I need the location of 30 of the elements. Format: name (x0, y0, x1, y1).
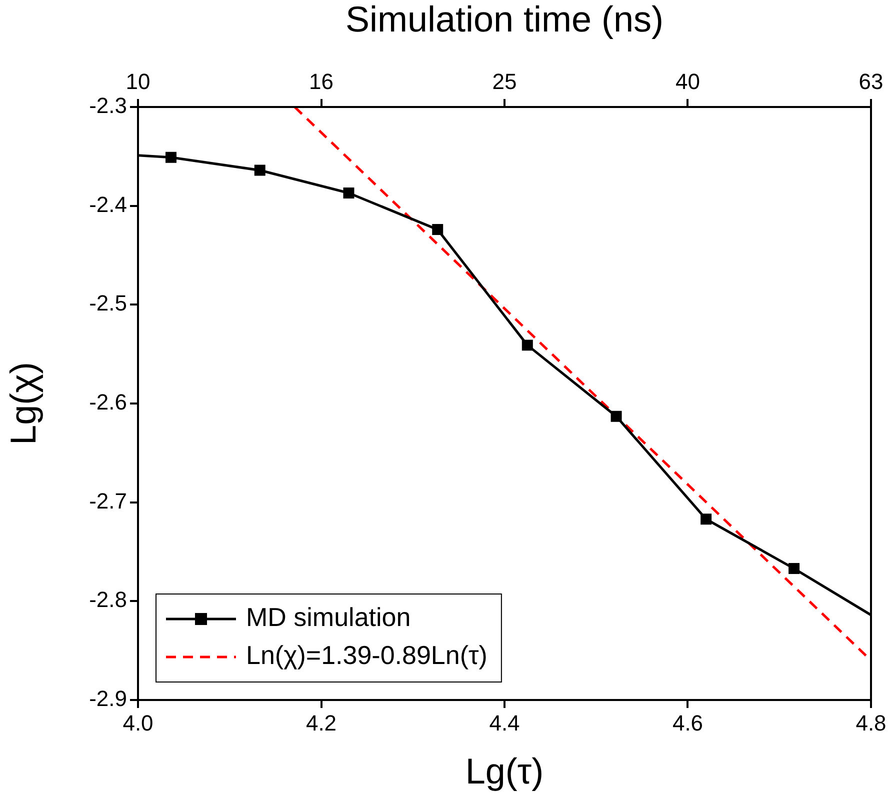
point (165, 152, 176, 163)
x-tick-label: 4.4 (489, 710, 520, 736)
y-tick-label: -2.9 (89, 686, 127, 712)
x2-tick-label: 10 (126, 68, 150, 94)
x2-axis-title: Simulation time (ns) (345, 0, 664, 40)
x2-tick-label: 16 (309, 68, 334, 94)
point (343, 187, 354, 198)
x-axis-title: Lg(τ) (465, 750, 544, 792)
x2-tick-label: 25 (492, 68, 517, 94)
y-tick-label: -2.6 (89, 390, 127, 415)
x-tick-label: 4.2 (306, 710, 337, 736)
y-tick-label: -2.3 (89, 93, 127, 118)
legend-label: MD simulation (246, 602, 411, 632)
x-tick-label: 4.8 (856, 710, 886, 736)
point (788, 563, 800, 574)
y-tick-label: -2.7 (89, 488, 127, 514)
y-axis-title: Lg(χ) (2, 362, 44, 445)
point (700, 514, 712, 525)
x-tick-label: 4.6 (672, 710, 704, 736)
point (254, 164, 266, 176)
point (522, 340, 533, 351)
x2-tick-label: 40 (675, 68, 700, 94)
x-tick-label: 4.0 (122, 710, 154, 736)
point (610, 410, 622, 422)
y-tick-label: -2.5 (89, 290, 127, 316)
legend-label: Ln(χ)=1.39-0.89Ln(τ) (246, 640, 488, 670)
x2-tick-label: 63 (858, 68, 884, 94)
point (432, 224, 444, 236)
y-tick-label: -2.8 (89, 587, 127, 612)
y-tick-label: -2.4 (89, 192, 127, 217)
